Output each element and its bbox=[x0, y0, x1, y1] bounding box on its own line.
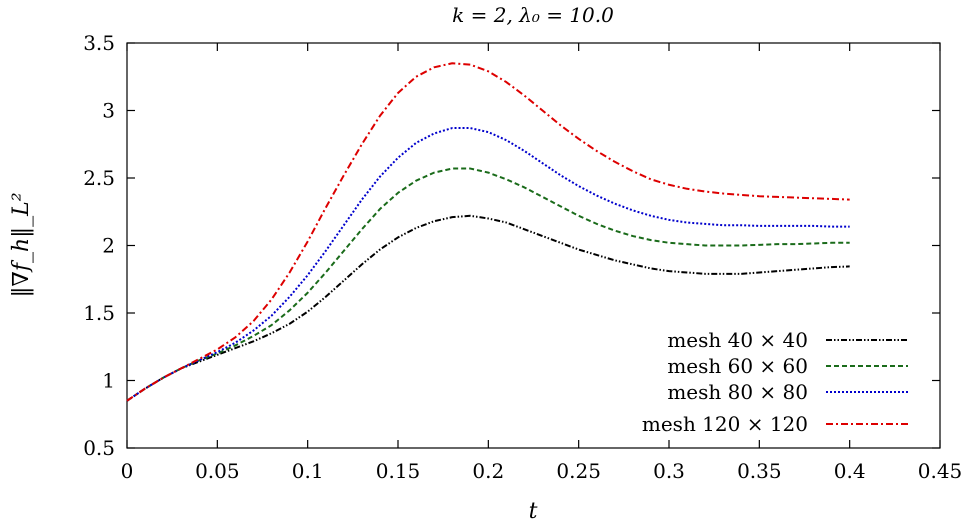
x-tick-label: 0.4 bbox=[834, 459, 866, 483]
y-tick-label: 2.5 bbox=[83, 166, 115, 190]
x-tick-label: 0.35 bbox=[737, 459, 782, 483]
y-tick-label: 2 bbox=[102, 234, 115, 258]
x-axis: 0 0.05 0.1 0.15 0.2 0.25 0.3 0.35 0.4 0.45 bbox=[121, 43, 963, 483]
x-axis-label: t bbox=[529, 499, 538, 524]
x-tick-label: 0.3 bbox=[653, 459, 685, 483]
y-axis-label: ‖∇f_h‖_L² bbox=[9, 192, 34, 297]
series-line-3 bbox=[126, 127, 850, 402]
series-line-2 bbox=[126, 167, 850, 402]
x-tick-label: 0.15 bbox=[376, 459, 421, 483]
x-tick-label: 0.1 bbox=[292, 459, 324, 483]
series-group bbox=[126, 62, 850, 402]
y-tick-label: 3.5 bbox=[83, 31, 115, 55]
y-axis: 0.5 1 1.5 2 2.5 3 3.5 bbox=[83, 31, 940, 460]
y-tick-label: 1 bbox=[102, 369, 115, 393]
x-tick-label: 0.45 bbox=[918, 459, 963, 483]
y-tick-label: 1.5 bbox=[83, 301, 115, 325]
chart-title: k = 2, λ₀ = 10.0 bbox=[452, 3, 614, 27]
series-line-1 bbox=[126, 214, 850, 402]
legend-label: mesh 60 × 60 bbox=[667, 354, 808, 378]
legend-label: mesh 120 × 120 bbox=[642, 412, 808, 436]
x-tick-label: 0.05 bbox=[195, 459, 240, 483]
x-tick-label: 0.25 bbox=[556, 459, 601, 483]
plot-frame bbox=[126, 42, 941, 449]
plot-border bbox=[126, 42, 941, 449]
y-tick-label: 0.5 bbox=[83, 436, 115, 460]
x-tick-label: 0.2 bbox=[472, 459, 504, 483]
legend-label: mesh 80 × 80 bbox=[667, 380, 808, 404]
legend-label: mesh 40 × 40 bbox=[667, 328, 808, 352]
y-tick-label: 3 bbox=[102, 99, 115, 123]
series-line-4 bbox=[126, 62, 850, 402]
x-tick-label: 0 bbox=[121, 459, 134, 483]
